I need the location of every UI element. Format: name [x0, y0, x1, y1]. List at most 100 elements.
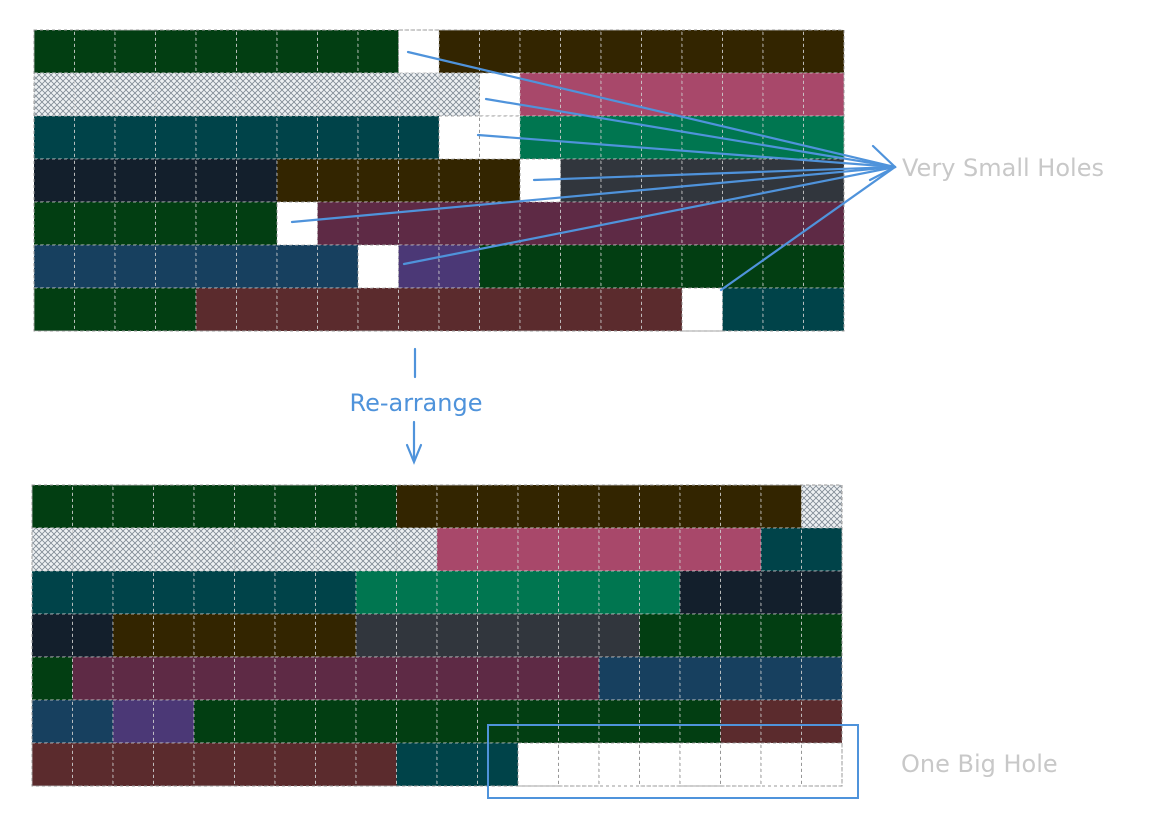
memory-cell-emerald — [396, 570, 438, 615]
memory-cell-hatch — [31, 527, 73, 572]
memory-cell-maroon — [274, 742, 316, 787]
memory-cell-brown — [436, 484, 478, 529]
free-cell — [438, 115, 480, 160]
memory-cell-plum — [641, 201, 683, 246]
memory-cell-green — [760, 613, 802, 658]
memory-cell-plum — [317, 201, 359, 246]
free-cell — [598, 742, 640, 787]
memory-cell-teal — [801, 527, 843, 572]
arrowhead-icon — [868, 144, 897, 182]
memory-cell-hatch — [396, 527, 438, 572]
memory-cell-teal — [396, 742, 438, 787]
memory-cell-green — [33, 287, 75, 332]
memory-cell-green — [357, 29, 399, 74]
memory-cell-slate — [396, 613, 438, 658]
memory-cell-brown — [193, 613, 235, 658]
memory-cell-hatch — [234, 527, 276, 572]
memory-cell-blue — [317, 244, 359, 289]
memory-cell-plum — [234, 656, 276, 701]
memory-cell-green — [477, 699, 519, 744]
memory-cell-hatch — [155, 72, 197, 117]
grid-border — [33, 29, 845, 332]
memory-cell-brown — [396, 484, 438, 529]
memory-cell-maroon — [72, 742, 114, 787]
memory-cell-maroon — [315, 742, 357, 787]
memory-cell-brown — [600, 29, 642, 74]
arrow-line — [719, 165, 897, 292]
down-arrowhead-icon — [405, 443, 423, 465]
memory-cell-brown — [357, 158, 399, 203]
memory-cell-teal — [274, 570, 316, 615]
memory-cell-blue — [801, 656, 843, 701]
free-cell — [276, 201, 318, 246]
memory-cell-emerald — [355, 570, 397, 615]
memory-cell-brown — [681, 29, 723, 74]
memory-cell-brown — [477, 484, 519, 529]
memory-cell-maroon — [560, 287, 602, 332]
memory-cell-green — [193, 484, 235, 529]
memory-cell-hatch — [801, 484, 843, 529]
memory-cell-teal — [195, 115, 237, 160]
memory-cell-green — [234, 484, 276, 529]
memory-cell-teal — [193, 570, 235, 615]
memory-cell-green — [74, 201, 116, 246]
memory-cell-emerald — [560, 115, 602, 160]
memory-cell-green — [195, 29, 237, 74]
memory-cell-brown — [517, 484, 559, 529]
memory-cell-teal — [762, 287, 804, 332]
memory-cell-teal — [436, 742, 478, 787]
memory-cell-plum — [315, 656, 357, 701]
memory-cell-teal — [74, 115, 116, 160]
memory-cell-brown — [560, 29, 602, 74]
arrow-line — [290, 165, 897, 224]
memory-cell-purple — [112, 699, 154, 744]
free-cell — [801, 742, 843, 787]
memory-cell-teal — [317, 115, 359, 160]
memory-cell-green — [193, 699, 235, 744]
memory-cell-blue — [72, 699, 114, 744]
memory-cell-slate — [355, 613, 397, 658]
memory-cell-green — [317, 29, 359, 74]
memory-cell-brown — [438, 29, 480, 74]
memory-cell-hatch — [357, 72, 399, 117]
memory-cell-plum — [153, 656, 195, 701]
memory-cell-plum — [762, 201, 804, 246]
memory-cell-green — [33, 201, 75, 246]
big-hole-highlight — [487, 724, 859, 799]
memory-cell-plum — [438, 201, 480, 246]
memory-cell-teal — [803, 287, 845, 332]
memory-cell-slate — [641, 158, 683, 203]
memory-cell-slate — [517, 613, 559, 658]
memory-cell-plum — [517, 656, 559, 701]
memory-cell-navy — [236, 158, 278, 203]
memory-cell-maroon — [479, 287, 521, 332]
memory-cell-navy — [155, 158, 197, 203]
memory-cell-navy — [33, 158, 75, 203]
memory-cell-maroon — [760, 699, 802, 744]
memory-cell-green — [112, 484, 154, 529]
memory-cell-green — [155, 201, 197, 246]
memory-cell-hatch — [33, 72, 75, 117]
memory-cell-navy — [72, 613, 114, 658]
memory-cell-maroon — [398, 287, 440, 332]
memory-grid-after — [31, 484, 843, 787]
memory-cell-teal — [112, 570, 154, 615]
memory-cell-hatch — [112, 527, 154, 572]
memory-cell-plum — [560, 201, 602, 246]
memory-cell-navy — [679, 570, 721, 615]
memory-cell-pink — [762, 72, 804, 117]
memory-cell-hatch — [317, 72, 359, 117]
memory-cell-slate — [600, 158, 642, 203]
memory-cell-green — [195, 201, 237, 246]
memory-cell-brown — [317, 158, 359, 203]
memory-cell-green — [598, 699, 640, 744]
memory-cell-pink — [681, 72, 723, 117]
memory-cell-blue — [114, 244, 156, 289]
arrow-line — [484, 97, 897, 169]
memory-cell-blue — [236, 244, 278, 289]
memory-cell-plum — [722, 201, 764, 246]
memory-cell-navy — [195, 158, 237, 203]
memory-cell-maroon — [195, 287, 237, 332]
rearrange-label: Re-arrange — [350, 389, 483, 417]
free-cell — [760, 742, 802, 787]
